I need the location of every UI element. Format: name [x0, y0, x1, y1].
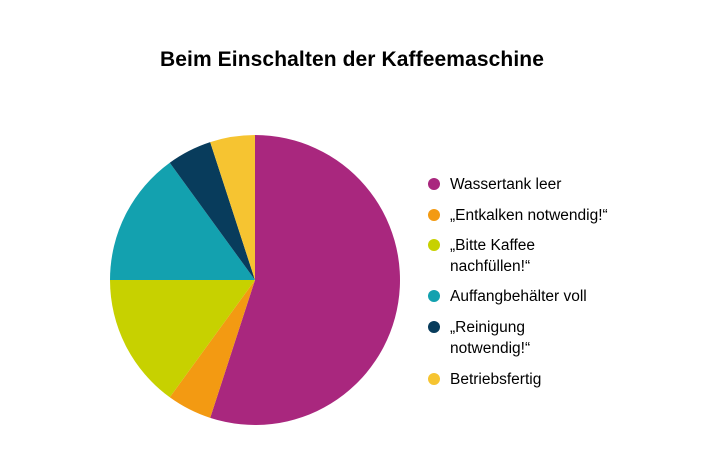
pie-slice-kaffee — [110, 280, 255, 398]
pie-slices — [110, 135, 401, 426]
pie-slice-wassertank — [210, 135, 401, 426]
legend-item-reinigung: „Reinigung notwendig!“ — [428, 317, 560, 359]
legend-label: „Reinigung notwendig!“ — [450, 319, 531, 357]
legend-swatch — [428, 373, 440, 385]
chart-title: Beim Einschalten der Kaffeemaschine — [160, 48, 544, 71]
pie-slice-betriebsfertig — [210, 135, 255, 280]
legend-label: „Bitte Kaffee nachfüllen!“ — [450, 237, 536, 275]
legend-item-kaffee: „Bitte Kaffee nachfüllen!“ — [428, 235, 560, 277]
legend-label: Betriebsfertig — [450, 371, 542, 388]
legend-item-auffangbehaelter: Auffangbehälter voll — [428, 286, 650, 307]
legend-label: Auffangbehälter voll — [450, 288, 587, 305]
pie-slice-auffangbehaelter — [110, 162, 255, 280]
pie-slice-entkalken — [169, 280, 255, 418]
legend-item-entkalken: „Entkalken notwendig!“ — [428, 205, 650, 226]
pie-slice-reinigung — [169, 142, 255, 280]
legend-swatch — [428, 321, 440, 333]
legend-item-betriebsfertig: Betriebsfertig — [428, 369, 650, 390]
legend-swatch — [428, 209, 440, 221]
legend-label: „Entkalken notwendig!“ — [450, 207, 608, 224]
legend-swatch — [428, 239, 440, 251]
legend-swatch — [428, 178, 440, 190]
legend-label: Wassertank leer — [450, 176, 562, 193]
legend-item-wassertank: Wassertank leer — [428, 174, 650, 195]
legend-swatch — [428, 290, 440, 302]
